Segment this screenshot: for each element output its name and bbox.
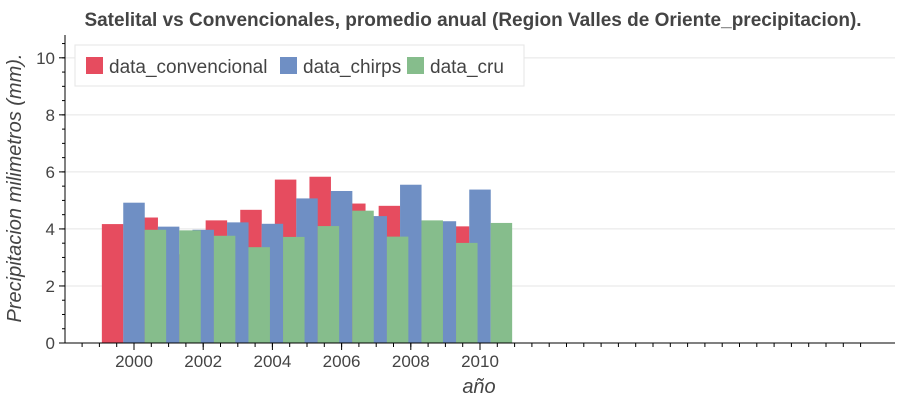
- x-axis-label: año: [462, 376, 495, 398]
- bar-data_cru-2004: [283, 236, 305, 343]
- legend: data_convencional data_chirps data_cru: [74, 44, 525, 87]
- bar-data_cru-2010: [490, 222, 513, 343]
- bar-data_cru-2007: [386, 236, 409, 343]
- bar-data_cru-2002: [213, 235, 236, 343]
- x-tick-label: 2006: [323, 352, 361, 371]
- chart-title: Satelital vs Convencionales, promedio an…: [84, 10, 861, 31]
- bar-data_convencional-2000: [101, 224, 124, 343]
- bar-data_cru-2000: [144, 229, 167, 343]
- x-tick-label: 2002: [184, 352, 222, 371]
- y-axis-label: Precipitacion milimetros (mm).: [4, 54, 26, 323]
- x-tick-label: 2004: [253, 352, 291, 371]
- bar-data_chirps-2000: [123, 202, 145, 343]
- bar-data_cru-2001: [179, 230, 201, 343]
- legend-label-data_convencional: data_convencional: [109, 57, 267, 78]
- bars: [101, 176, 513, 343]
- legend-label-data_chirps: data_chirps: [303, 57, 401, 78]
- bar-data_cru-2005: [317, 226, 340, 343]
- bar-data_cru-2003: [248, 247, 270, 343]
- y-tick-label: 2: [46, 277, 55, 296]
- legend-label-data_cru: data_cru: [430, 57, 504, 78]
- y-tick-label: 8: [46, 106, 55, 125]
- x-tick-label: 2010: [461, 352, 499, 371]
- bar-data_cru-2008: [421, 220, 443, 343]
- legend-box: [74, 44, 525, 87]
- y-tick-label: 0: [46, 334, 55, 353]
- legend-swatch-data_cru: [407, 57, 424, 74]
- bar-data_cru-2006: [352, 210, 374, 343]
- x-tick-label: 2008: [392, 352, 430, 371]
- bar-data_cru-2009: [456, 242, 478, 343]
- legend-swatch-data_chirps: [280, 57, 297, 74]
- y-tick-label: 4: [46, 220, 55, 239]
- legend-swatch-data_convencional: [86, 57, 103, 74]
- y-tick-label: 10: [36, 49, 55, 68]
- x-tick-label: 2000: [115, 352, 153, 371]
- axes: 0 2 4 6 8 10 2000 2002 2004 2006 2008 2010: [36, 35, 895, 371]
- y-tick-label: 6: [46, 163, 55, 182]
